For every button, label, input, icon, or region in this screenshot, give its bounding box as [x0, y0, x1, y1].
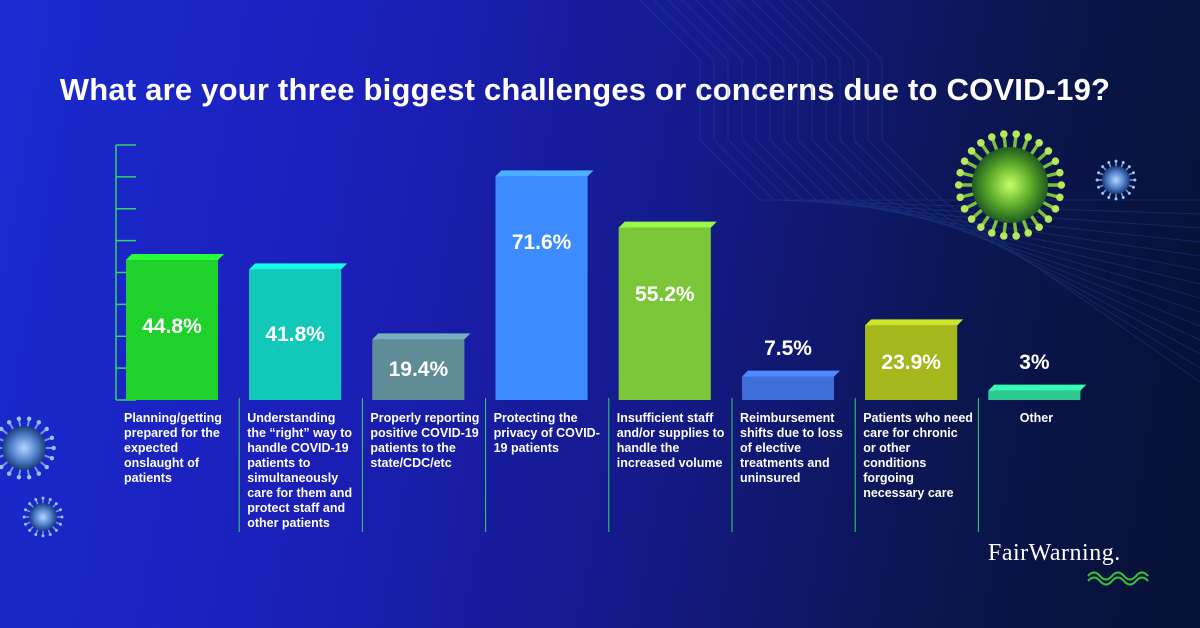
circuit-line: [807, 0, 1200, 369]
bar-value-label: 41.8%: [265, 322, 325, 346]
bar-front-face: [742, 376, 834, 400]
bar-top-face: [618, 221, 717, 228]
bar-top-face: [988, 384, 1087, 391]
category-dividers: [238, 398, 979, 532]
virus-left-small-icon: [22, 496, 64, 538]
chart-title: What are your three biggest challenges o…: [59, 72, 1111, 107]
bar: [495, 170, 594, 400]
bar-value-label: 19.4%: [388, 357, 449, 381]
bar-value-label: 3%: [1019, 350, 1050, 374]
circuit-line: [709, 0, 1200, 271]
bar-front-face: [988, 390, 1081, 400]
bar-top-face: [742, 370, 840, 377]
category-label: Planning/getting prepared for the expect…: [124, 411, 222, 485]
circuit-line: [793, 0, 1200, 355]
logo-text: FairWarning.: [988, 540, 1121, 566]
virus-small-icon: [1095, 159, 1137, 201]
bar: [618, 221, 717, 400]
circuit-line: [751, 0, 1200, 313]
bar-top-face: [249, 263, 348, 270]
category-label: Insufficient staff and/or supplies to ha…: [616, 411, 725, 470]
bar: [865, 319, 964, 400]
bar-value-label: 7.5%: [764, 336, 812, 360]
category-label: Reimbursement shifts due to loss of elec…: [740, 411, 843, 485]
category-label: Protecting the privacy of COVID-19 patie…: [493, 411, 600, 455]
circuit-line: [667, 0, 1200, 229]
bar-front-face: [618, 227, 711, 400]
bar-top-face: [372, 333, 471, 340]
category-label: Patients who need care for chronic or ot…: [863, 411, 973, 500]
bar-top-face: [865, 319, 964, 326]
bar-top-face: [126, 254, 224, 261]
bar-front-face: [126, 260, 218, 400]
category-label: Understanding the “right” way to handle …: [247, 411, 353, 530]
logo-wave-icon: [1087, 571, 1149, 586]
circuit-line: [821, 0, 1200, 383]
virus-left-icon: [0, 416, 56, 480]
circuit-line: [681, 0, 1200, 243]
circuit-line: [779, 0, 1200, 341]
circuit-line: [737, 0, 1200, 299]
bar-top-face: [495, 170, 594, 177]
virus-large-icon: [954, 130, 1066, 240]
bar-front-face: [495, 176, 588, 400]
category-label: Properly reporting positive COVID-19 pat…: [370, 411, 480, 470]
bar-value-label: 71.6%: [511, 231, 572, 255]
bar: [126, 254, 224, 400]
bar-front-face: [372, 339, 465, 400]
circuit-background-lines: [639, 0, 1200, 383]
bar-value-label: 23.9%: [881, 350, 941, 374]
bar: [372, 333, 471, 400]
circuit-line: [723, 0, 1200, 285]
bar: [988, 384, 1087, 400]
bar-front-face: [249, 269, 342, 400]
fairwarning-logo: FairWarning.: [988, 540, 1178, 590]
bar-value-label: 55.2%: [635, 282, 695, 306]
circuit-line: [639, 0, 1200, 201]
category-label: Other: [1019, 411, 1054, 425]
bar-front-face: [865, 325, 958, 400]
bars-group: [126, 170, 1087, 400]
bar: [742, 370, 840, 400]
circuit-line: [765, 0, 1200, 327]
bar-value-label: 44.8%: [142, 315, 202, 339]
circuit-line: [653, 0, 1200, 215]
bar: [249, 263, 348, 400]
circuit-line: [695, 0, 1200, 257]
virus-illustrations: [0, 130, 1137, 538]
